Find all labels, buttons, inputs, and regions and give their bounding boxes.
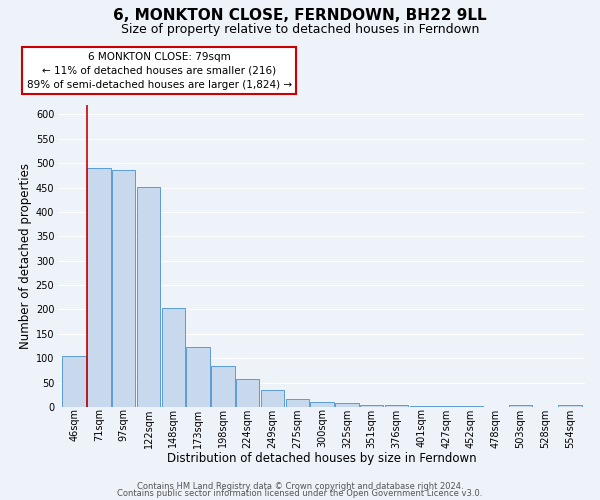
Y-axis label: Number of detached properties: Number of detached properties [19,163,32,349]
Bar [360,404,383,407]
Bar [410,406,433,407]
Text: 6, MONKTON CLOSE, FERNDOWN, BH22 9LL: 6, MONKTON CLOSE, FERNDOWN, BH22 9LL [113,8,487,22]
Bar [310,402,334,407]
Bar [236,379,259,407]
Text: Size of property relative to detached houses in Ferndown: Size of property relative to detached ho… [121,22,479,36]
Bar [62,356,86,407]
Bar [335,403,359,407]
Bar [187,348,210,407]
Bar [261,390,284,407]
Bar [137,186,160,407]
Bar [211,366,235,407]
Bar [559,404,582,407]
Bar [509,404,532,407]
Text: 6 MONKTON CLOSE: 79sqm
← 11% of detached houses are smaller (216)
89% of semi-de: 6 MONKTON CLOSE: 79sqm ← 11% of detached… [26,52,292,90]
Bar [87,168,110,407]
Bar [161,308,185,407]
Text: Contains HM Land Registry data © Crown copyright and database right 2024.: Contains HM Land Registry data © Crown c… [137,482,463,491]
Bar [385,406,408,407]
Text: Contains public sector information licensed under the Open Government Licence v3: Contains public sector information licen… [118,489,482,498]
X-axis label: Distribution of detached houses by size in Ferndown: Distribution of detached houses by size … [167,452,477,465]
Bar [112,170,136,407]
Bar [286,399,309,407]
